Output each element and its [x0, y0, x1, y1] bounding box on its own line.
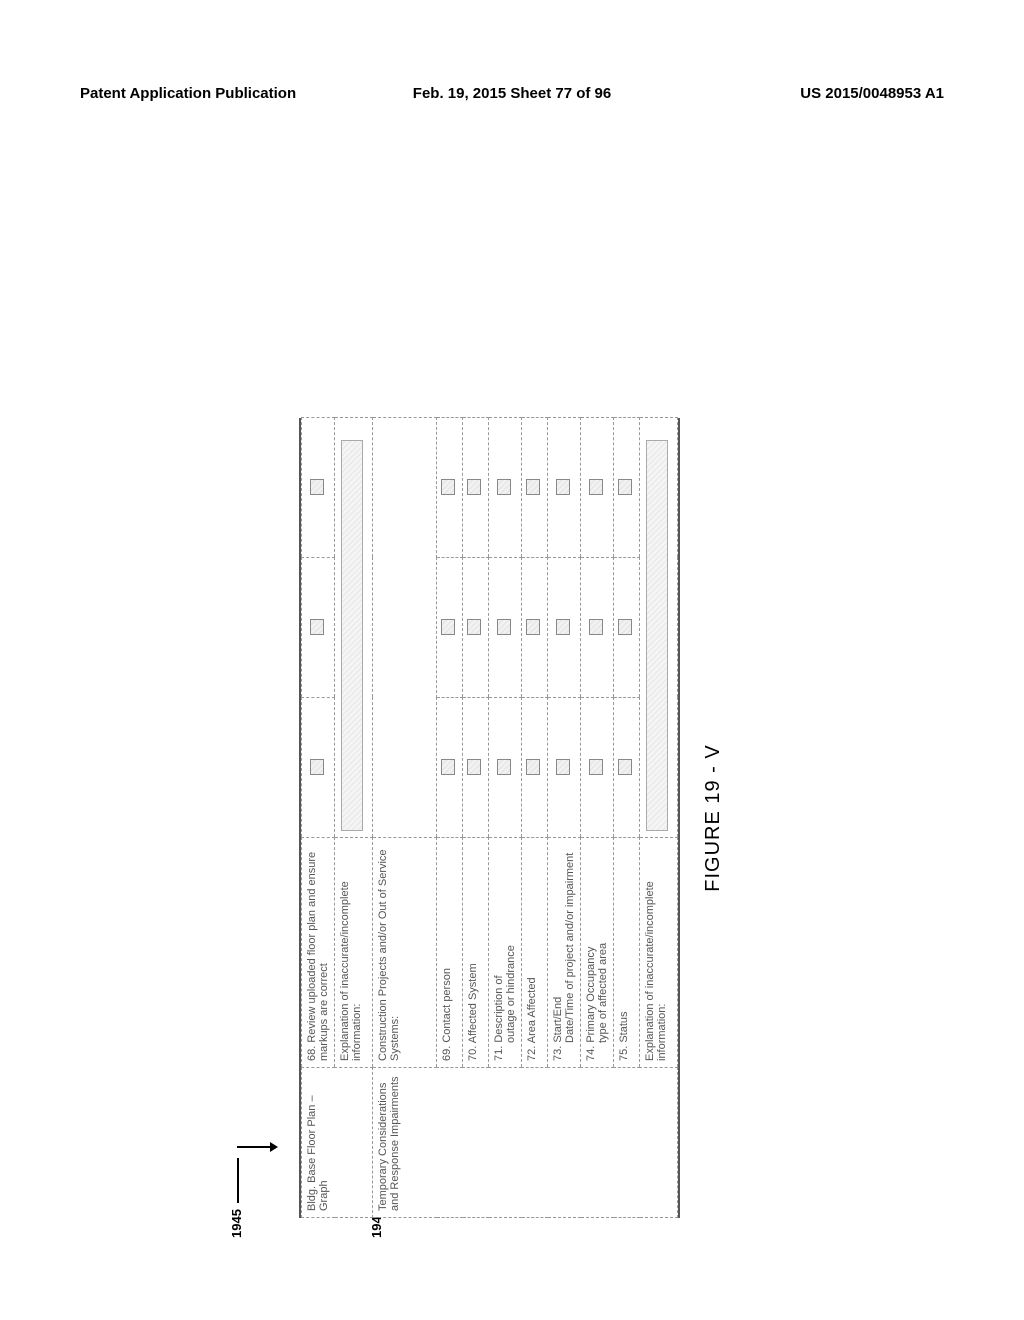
checkbox-cell [548, 558, 581, 698]
checkbox-cell [489, 558, 522, 698]
text-input[interactable] [341, 440, 363, 831]
checkbox-icon [310, 480, 324, 496]
checkbox-icon [441, 760, 455, 776]
checkbox-cell [463, 698, 489, 838]
checkbox-icon [497, 620, 511, 636]
checkbox-icon [441, 480, 455, 496]
checkbox-cell [548, 698, 581, 838]
row-68: 68. Review uploaded floor plan and ensur… [302, 838, 335, 1068]
checkbox-cell [489, 698, 522, 838]
checkbox-icon [589, 760, 603, 776]
checkbox-icon [589, 480, 603, 496]
row-73: 73. Start/EndDate/Time of project and/or… [548, 838, 581, 1068]
checkbox-icon [526, 480, 540, 496]
checkbox-cell [463, 558, 489, 698]
checkbox-icon [467, 760, 481, 776]
row-explanation-2: Explanation of inaccurate/incomplete inf… [640, 838, 678, 1068]
checkbox-cell [581, 698, 614, 838]
checkbox-icon [618, 620, 632, 636]
figure-label: FIGURE 19 - V [702, 418, 725, 1218]
checkbox-cell [614, 558, 640, 698]
checkbox-cell [437, 418, 463, 558]
checkbox-icon [441, 620, 455, 636]
checkbox-cell [614, 418, 640, 558]
checkbox-cell [522, 558, 548, 698]
header-right: US 2015/0048953 A1 [800, 85, 944, 102]
checkbox-icon [467, 620, 481, 636]
row-71: 71. Description ofoutage or hindrance [489, 838, 522, 1068]
row-70: 70. Affected System [463, 838, 489, 1068]
table-row: Temporary Considerations and Response Im… [373, 418, 437, 1218]
checkbox-icon [497, 480, 511, 496]
row-69: 69. Contact person [437, 838, 463, 1068]
row-75: 75. Status [614, 838, 640, 1068]
text-input-cell [640, 418, 678, 838]
section-bldg-floor: Bldg. Base Floor Plan – Graph [302, 1068, 373, 1218]
row-explanation: Explanation of inaccurate/incomplete inf… [335, 838, 373, 1068]
checkbox-cell [302, 418, 335, 558]
checkbox-cell [522, 418, 548, 558]
checkbox-cell [302, 698, 335, 838]
checkbox-icon [497, 760, 511, 776]
row-74: 74. Primary Occupancytype of affected ar… [581, 838, 614, 1068]
checkbox-cell [302, 558, 335, 698]
checkbox-icon [589, 620, 603, 636]
checkbox-icon [556, 620, 570, 636]
checkbox-cell [581, 558, 614, 698]
checkbox-icon [467, 480, 481, 496]
form-table-frame: Bldg. Base Floor Plan – Graph 68. Review… [299, 418, 680, 1218]
page-header: Patent Application Publication Feb. 19, … [0, 85, 1024, 102]
table-row: Bldg. Base Floor Plan – Graph 68. Review… [302, 418, 335, 1218]
checkbox-icon [618, 760, 632, 776]
text-input-cell [335, 418, 373, 838]
checkbox-cell [437, 558, 463, 698]
checkbox-cell [581, 418, 614, 558]
checkbox-cell [489, 418, 522, 558]
row-72: 72. Area Affected [522, 838, 548, 1068]
checkbox-cell [614, 698, 640, 838]
checkbox-cell [437, 698, 463, 838]
header-center: Feb. 19, 2015 Sheet 77 of 96 [413, 85, 611, 102]
checkbox-icon [618, 480, 632, 496]
checkbox-icon [556, 480, 570, 496]
checkbox-cell [463, 418, 489, 558]
checkbox-cell [522, 698, 548, 838]
empty-cell [373, 418, 437, 838]
form-table: Bldg. Base Floor Plan – Graph 68. Review… [301, 417, 678, 1218]
checkbox-icon [556, 760, 570, 776]
checkbox-icon [310, 620, 324, 636]
figure-area: 1945 1946 Bldg. Base Floor Plan – Graph … [112, 605, 912, 1031]
header-left: Patent Application Publication [80, 85, 296, 102]
section-temporary: Temporary Considerations and Response Im… [373, 1068, 678, 1218]
callout-1945: 1945 [229, 1158, 244, 1238]
row-construction: Construction Projects and/or Out of Serv… [373, 838, 437, 1068]
text-input[interactable] [646, 440, 668, 831]
checkbox-icon [526, 620, 540, 636]
checkbox-icon [526, 760, 540, 776]
checkbox-cell [548, 418, 581, 558]
checkbox-icon [310, 760, 324, 776]
